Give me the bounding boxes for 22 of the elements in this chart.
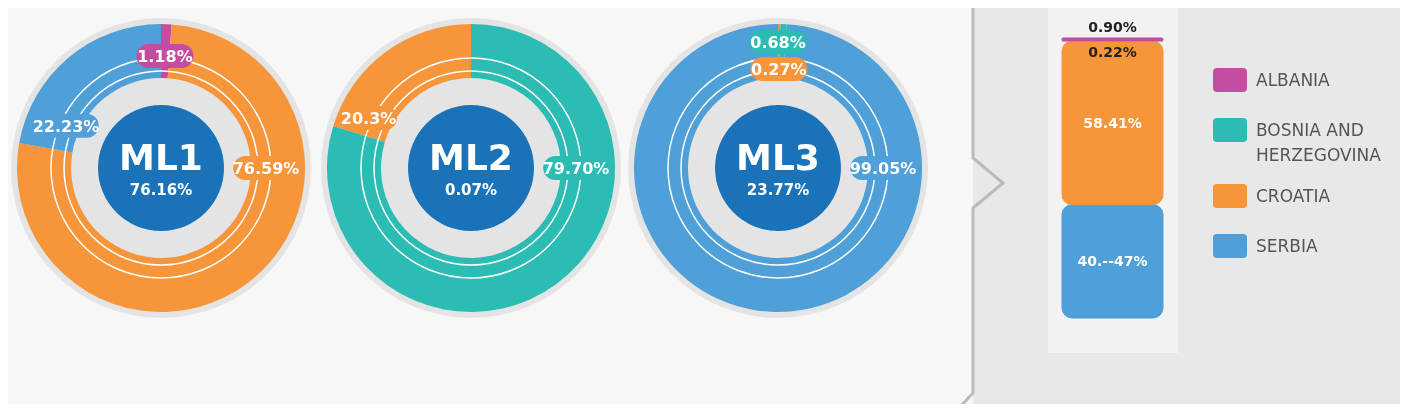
data-label: 99.05% — [849, 159, 917, 178]
data-label: 0.68% — [750, 33, 806, 52]
legend-label: ALBANIA — [1256, 70, 1331, 90]
data-label: 40.--47% — [1077, 253, 1148, 270]
legend-label: BOSNIA AND HERZEGOVINA — [1256, 120, 1382, 165]
data-label: 58.41% — [1083, 114, 1142, 131]
data-label: 76.59% — [232, 159, 300, 178]
data-label: 1.18% — [137, 47, 193, 67]
data-label: 0.27% — [751, 60, 807, 79]
data-label: 0.22% — [1088, 44, 1137, 61]
text: 0.07% — [444, 181, 498, 199]
data-label: 22.23% — [32, 116, 100, 136]
text: 76.16% — [129, 181, 193, 199]
legend-label: CROATIA — [1256, 186, 1331, 206]
legend-label: SERBIA — [1256, 236, 1319, 256]
text: 23.77% — [746, 181, 810, 199]
text: ML2 — [429, 137, 513, 178]
data-label: 0.90% — [1088, 19, 1137, 35]
data-label: 79.70% — [542, 159, 610, 178]
text: ML1 — [119, 137, 203, 178]
data-label: 20.3% — [340, 109, 397, 129]
text: ML3 — [736, 137, 820, 178]
